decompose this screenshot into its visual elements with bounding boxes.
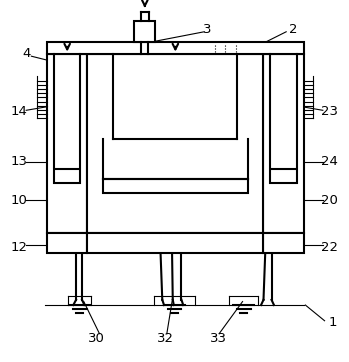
Bar <box>134 21 155 42</box>
Bar <box>47 233 87 253</box>
Text: 22: 22 <box>321 241 338 254</box>
Bar <box>87 233 263 253</box>
Text: 1: 1 <box>329 316 337 329</box>
Bar <box>270 169 297 183</box>
Bar <box>103 180 248 193</box>
Text: 12: 12 <box>11 241 28 254</box>
Text: 13: 13 <box>11 155 28 168</box>
Text: 32: 32 <box>157 332 174 345</box>
Text: 14: 14 <box>11 105 28 118</box>
Text: 23: 23 <box>321 105 338 118</box>
Text: 4: 4 <box>22 47 30 60</box>
Text: 30: 30 <box>88 332 104 345</box>
Text: 3: 3 <box>203 23 212 36</box>
Bar <box>263 233 304 253</box>
Bar <box>263 54 304 233</box>
Bar <box>54 169 80 183</box>
Text: 33: 33 <box>210 332 227 345</box>
Bar <box>87 54 263 233</box>
Text: 10: 10 <box>11 194 28 207</box>
Bar <box>47 42 304 54</box>
Bar <box>47 54 87 233</box>
Text: 2: 2 <box>289 23 297 36</box>
Text: 20: 20 <box>321 194 338 207</box>
Text: 24: 24 <box>321 155 338 168</box>
